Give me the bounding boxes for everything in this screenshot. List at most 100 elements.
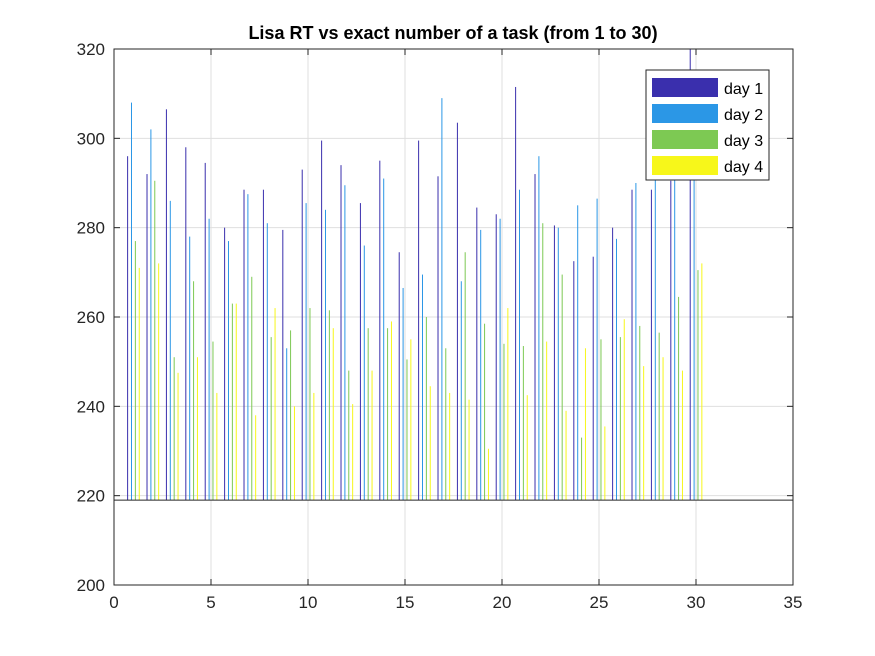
bar-day-3-8 [270, 337, 272, 501]
bar-day-2-26 [615, 238, 617, 501]
x-tick-label-2: 10 [299, 593, 318, 612]
bar-day-2-24 [577, 205, 579, 501]
bar-day-4-26 [623, 319, 625, 501]
bar-day-4-19 [487, 448, 489, 501]
bar-day-4-12 [352, 404, 354, 501]
chart-title: Lisa RT vs exact number of a task (from … [248, 23, 657, 43]
bar-day-3-1 [134, 241, 136, 501]
bar-day-3-3 [173, 357, 175, 501]
bar-day-2-29 [674, 169, 676, 501]
bar-day-3-17 [445, 348, 447, 501]
bar-day-1-11 [321, 140, 323, 501]
bar-day-3-27 [639, 325, 641, 501]
bar-day-1-20 [495, 214, 497, 501]
bar-day-1-24 [573, 261, 575, 501]
bar-day-2-22 [538, 156, 540, 501]
x-tick-label-0: 0 [109, 593, 118, 612]
bar-day-4-20 [507, 308, 509, 501]
bar-day-3-13 [367, 328, 369, 501]
bar-day-1-23 [553, 225, 555, 501]
bar-day-4-18 [468, 399, 470, 501]
bar-day-1-21 [515, 86, 517, 501]
bar-day-4-1 [138, 267, 140, 501]
y-tick-label-6: 320 [77, 40, 105, 59]
bar-day-4-5 [216, 392, 218, 501]
bar-day-3-25 [600, 339, 602, 501]
y-tick-label-1: 220 [77, 487, 105, 506]
bar-day-1-8 [262, 189, 264, 501]
legend: day 1 day 2 day 3 day 4 [645, 69, 770, 181]
y-tick-label-2: 240 [77, 397, 105, 416]
bar-day-1-16 [418, 140, 420, 501]
bar-day-2-9 [286, 348, 288, 501]
legend-swatch-day-1 [652, 78, 718, 97]
legend-label-day-4: day 4 [724, 159, 763, 176]
bar-day-2-19 [480, 229, 482, 501]
bar-day-3-11 [328, 310, 330, 501]
bar-day-4-10 [313, 392, 315, 501]
bar-day-3-20 [503, 343, 505, 501]
legend-swatch-day-3 [652, 130, 718, 149]
bar-day-2-1 [130, 102, 132, 501]
x-tick-label-6: 30 [687, 593, 706, 612]
bar-day-4-21 [526, 395, 528, 501]
bar-day-1-5 [204, 162, 206, 501]
bar-day-4-25 [604, 426, 606, 501]
bar-day-1-13 [359, 203, 361, 501]
bar-day-4-28 [662, 357, 664, 501]
bar-day-1-30 [689, 49, 691, 501]
y-tick-label-4: 280 [77, 219, 105, 238]
y-tick-label-0: 200 [77, 576, 105, 595]
bar-day-3-14 [387, 328, 389, 501]
bar-day-1-17 [437, 176, 439, 501]
bar-day-4-14 [390, 321, 392, 501]
bar-day-4-4 [196, 357, 198, 501]
bar-day-1-9 [282, 229, 284, 501]
bar-day-1-26 [612, 227, 614, 501]
bar-day-1-27 [631, 189, 633, 501]
bars [127, 49, 703, 501]
bar-day-4-8 [274, 308, 276, 501]
bar-day-3-29 [678, 296, 680, 501]
bar-day-2-17 [441, 98, 443, 501]
bar-day-3-7 [251, 276, 253, 501]
bar-day-2-11 [324, 209, 326, 501]
bar-day-2-16 [421, 274, 423, 501]
bar-day-1-14 [379, 160, 381, 501]
bar-day-2-4 [189, 236, 191, 501]
bar-day-1-19 [476, 207, 478, 501]
bar-day-2-2 [150, 129, 152, 501]
y-tick-label-5: 300 [77, 129, 105, 148]
bar-day-2-25 [596, 198, 598, 501]
bar-day-2-12 [344, 185, 346, 501]
bar-day-3-6 [231, 303, 233, 501]
bar-day-3-21 [522, 346, 524, 501]
bar-day-2-23 [557, 227, 559, 501]
bar-day-3-16 [425, 317, 427, 501]
bar-day-1-29 [670, 180, 672, 501]
bar-day-4-6 [235, 303, 237, 501]
bar-day-4-2 [158, 263, 160, 501]
bar-day-4-11 [332, 328, 334, 501]
bar-day-2-3 [169, 200, 171, 501]
bar-day-2-8 [266, 223, 268, 501]
bar-day-3-26 [619, 337, 621, 501]
bar-day-4-13 [371, 370, 373, 501]
bar-day-1-10 [301, 169, 303, 501]
bar-day-4-7 [255, 415, 257, 501]
legend-swatch-day-2 [652, 104, 718, 123]
bar-day-3-28 [658, 332, 660, 501]
bar-day-2-30 [693, 178, 695, 501]
bar-day-1-6 [224, 227, 226, 501]
bar-day-2-5 [208, 218, 210, 501]
bar-day-4-3 [177, 372, 179, 501]
x-tick-label-7: 35 [784, 593, 803, 612]
bar-day-2-20 [499, 218, 501, 501]
legend-label-day-3: day 3 [724, 133, 763, 150]
bar-day-1-22 [534, 174, 536, 501]
bar-day-4-16 [429, 386, 431, 501]
bar-day-2-10 [305, 203, 307, 501]
bar-day-3-4 [193, 281, 195, 501]
bar-day-3-30 [697, 270, 699, 501]
bar-day-4-9 [293, 406, 295, 501]
